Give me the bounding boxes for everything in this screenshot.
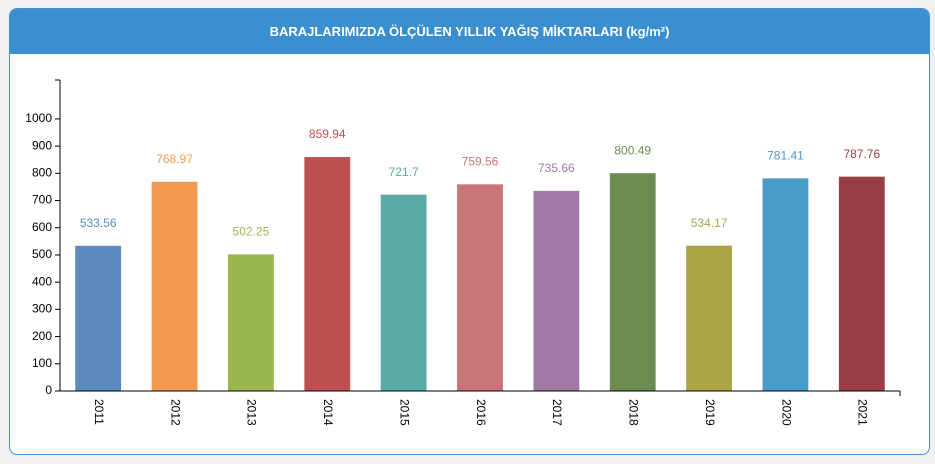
y-tick-label: 700 — [32, 193, 52, 207]
bar — [609, 173, 656, 391]
x-tick-label: 2016 — [474, 399, 488, 426]
x-tick-label: 2014 — [321, 399, 335, 426]
bar — [838, 176, 885, 391]
value-label: 768.97 — [156, 152, 193, 166]
x-tick-label: 2018 — [627, 399, 641, 426]
value-label: 721.7 — [389, 165, 419, 179]
x-tick-label: 2019 — [703, 399, 717, 426]
value-label: 787.76 — [843, 147, 880, 161]
bar — [228, 254, 274, 391]
bar — [151, 181, 198, 391]
value-label: 859.94 — [309, 127, 346, 141]
bar — [533, 190, 580, 391]
x-tick-label: 2015 — [397, 399, 411, 426]
y-tick-label: 0 — [45, 383, 52, 397]
bar — [457, 184, 503, 391]
x-tick-label: 2017 — [550, 399, 564, 426]
y-tick-label: 200 — [32, 329, 52, 343]
y-tick-label: 300 — [32, 302, 52, 316]
y-tick-label: 400 — [32, 274, 52, 288]
y-tick-label: 500 — [32, 247, 52, 261]
y-tick-label: 600 — [32, 220, 52, 234]
x-tick-label: 2013 — [245, 399, 259, 426]
chart-title: BARAJLARIMIZDA ÖLÇÜLEN YILLIK YAĞIŞ MİKT… — [10, 9, 929, 54]
y-tick-label: 1000 — [25, 111, 52, 125]
bar — [686, 245, 732, 391]
x-tick-label: 2020 — [779, 399, 793, 426]
value-label: 781.41 — [767, 149, 804, 163]
bar — [380, 194, 427, 391]
y-tick-label: 900 — [32, 138, 52, 152]
bar — [762, 178, 809, 391]
value-label: 533.56 — [80, 216, 117, 230]
value-label: 735.66 — [538, 161, 575, 175]
x-tick-label: 2011 — [92, 399, 106, 425]
x-tick-label: 2012 — [168, 399, 182, 426]
value-label: 534.17 — [691, 216, 728, 230]
value-label: 502.25 — [233, 225, 270, 239]
value-label: 800.49 — [614, 143, 651, 157]
y-tick-label: 800 — [32, 165, 52, 179]
y-tick-label: 100 — [32, 356, 52, 370]
bar — [75, 245, 122, 391]
bar — [304, 157, 351, 391]
x-tick-label: 2021 — [856, 399, 870, 426]
value-label: 759.56 — [462, 155, 499, 169]
